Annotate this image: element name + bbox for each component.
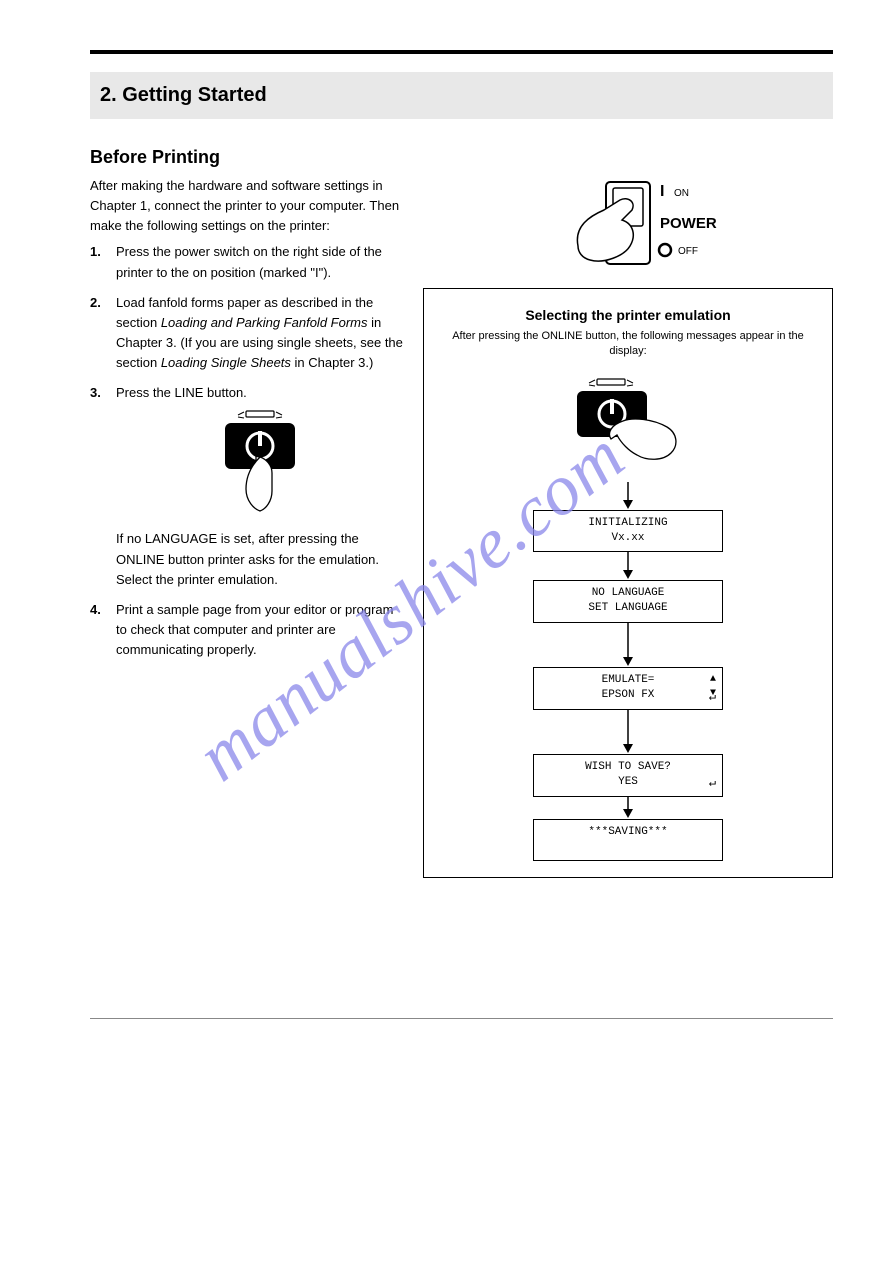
panel-title: Selecting the printer emulation bbox=[442, 307, 814, 323]
step2-ref2: Loading Single Sheets bbox=[161, 355, 291, 370]
msg-line: SET LANGUAGE bbox=[540, 601, 716, 616]
online-button-figure bbox=[116, 409, 403, 519]
subtitle: Before Printing bbox=[90, 147, 833, 168]
arrow-down-icon bbox=[442, 623, 814, 667]
step-3: 3. Press the LINE button. bbox=[90, 383, 403, 590]
footer-rule bbox=[90, 1018, 833, 1019]
msg-line: INITIALIZING bbox=[540, 516, 716, 531]
step3-note: If no LANGUAGE is set, after pressing th… bbox=[116, 531, 379, 586]
enter-icon: ↵ bbox=[709, 775, 716, 791]
power-switch-figure: I ON POWER OFF bbox=[423, 176, 833, 276]
arrow-down-icon bbox=[442, 710, 814, 754]
power-switch-icon: I ON POWER OFF bbox=[513, 176, 743, 276]
power-label: POWER bbox=[660, 215, 717, 232]
arrow-down-icon bbox=[442, 482, 814, 510]
intro-text: After making the hardware and software s… bbox=[90, 176, 403, 236]
msg-line: Vx.xx bbox=[540, 531, 716, 546]
off-label: OFF bbox=[678, 246, 698, 257]
step2-tail: in Chapter 3.) bbox=[295, 355, 374, 370]
msg-line: WISH TO SAVE? bbox=[540, 760, 716, 775]
msg-line: EPSON FX bbox=[540, 688, 716, 703]
panel-button-figure bbox=[442, 372, 814, 482]
step-1: 1. Press the power switch on the right s… bbox=[90, 242, 403, 282]
step-number: 3. bbox=[90, 383, 116, 590]
page-container: 2. Getting Started Before Printing After… bbox=[0, 0, 893, 1055]
msg-line: EMULATE= bbox=[540, 673, 716, 688]
svg-text:I: I bbox=[660, 183, 664, 200]
step-number: 1. bbox=[90, 242, 116, 282]
msg-line: NO LANGUAGE bbox=[540, 586, 716, 601]
power-button-icon bbox=[210, 409, 310, 519]
left-column: After making the hardware and software s… bbox=[90, 176, 403, 878]
content-row: After making the hardware and software s… bbox=[90, 176, 833, 878]
step2-ref1: Loading and Parking Fanfold Forms bbox=[161, 315, 368, 330]
step3-text: Press the LINE button. bbox=[116, 385, 247, 400]
arrow-down-icon bbox=[442, 797, 814, 819]
step-body: Press the LINE button. bbox=[116, 383, 403, 590]
step-body: Print a sample page from your editor or … bbox=[116, 600, 403, 660]
panel-note: After pressing the ONLINE button, the fo… bbox=[442, 329, 814, 360]
lcd-message-4: ↵ WISH TO SAVE? YES bbox=[533, 754, 723, 797]
msg-line: YES bbox=[540, 775, 716, 790]
lcd-message-5: ***SAVING*** bbox=[533, 819, 723, 862]
section-title: 2. Getting Started bbox=[90, 72, 833, 119]
msg-line bbox=[540, 839, 716, 854]
step-body: Load fanfold forms paper as described in… bbox=[116, 293, 403, 374]
lcd-message-1: INITIALIZING Vx.xx bbox=[533, 510, 723, 553]
step-number: 2. bbox=[90, 293, 116, 374]
enter-icon: ↵ bbox=[709, 689, 716, 705]
lcd-message-3: ▲▼ ↵ EMULATE= EPSON FX bbox=[533, 667, 723, 710]
step-number: 4. bbox=[90, 600, 116, 660]
step-2: 2. Load fanfold forms paper as described… bbox=[90, 293, 403, 374]
right-column: I ON POWER OFF Selecting the printer emu… bbox=[423, 176, 833, 878]
arrow-down-icon bbox=[442, 552, 814, 580]
msg-line: ***SAVING*** bbox=[540, 825, 716, 840]
step-4: 4. Print a sample page from your editor … bbox=[90, 600, 403, 660]
emulation-panel: Selecting the printer emulation After pr… bbox=[423, 288, 833, 878]
lcd-message-2: NO LANGUAGE SET LANGUAGE bbox=[533, 580, 723, 623]
top-rule bbox=[90, 50, 833, 54]
step-body: Press the power switch on the right side… bbox=[116, 242, 403, 282]
power-button-icon bbox=[563, 372, 693, 482]
on-label: ON bbox=[674, 188, 689, 199]
